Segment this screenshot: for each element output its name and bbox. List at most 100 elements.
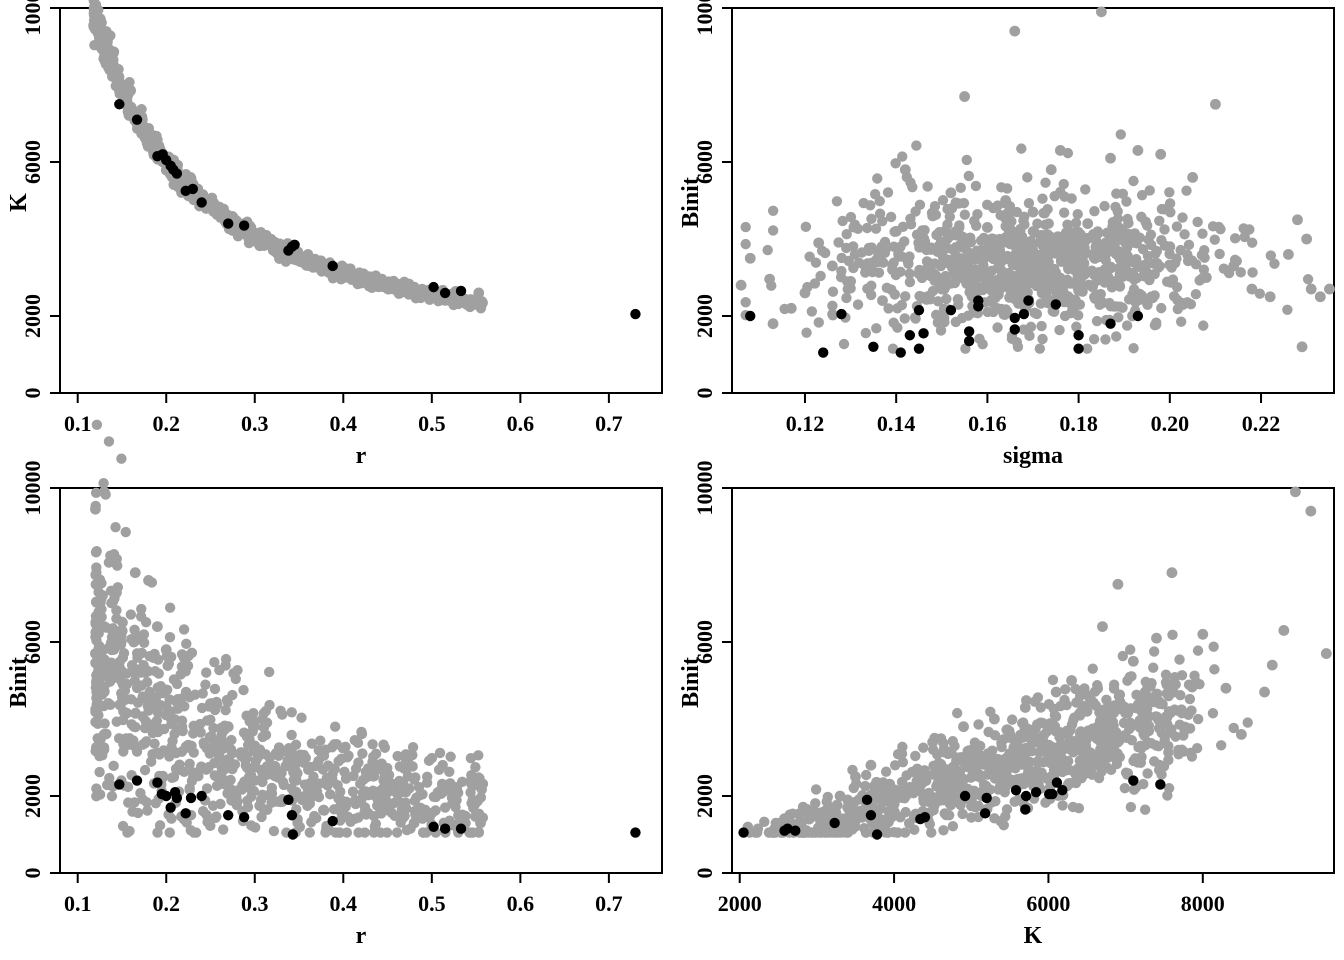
sample-point xyxy=(1093,772,1105,784)
sample-point xyxy=(858,823,870,834)
sample-point xyxy=(1058,292,1069,304)
sample-point xyxy=(1181,185,1192,196)
sample-point xyxy=(836,827,847,838)
sample-point xyxy=(921,775,932,786)
sample-point xyxy=(111,605,122,616)
sample-point xyxy=(125,609,137,620)
sample-point xyxy=(1105,717,1116,728)
sample-point xyxy=(895,812,906,823)
sample-point xyxy=(1142,768,1153,779)
sample-point xyxy=(865,759,877,771)
sample-point xyxy=(889,760,901,771)
sample-point xyxy=(980,233,991,245)
selected-point xyxy=(439,823,451,834)
sample-point xyxy=(116,89,128,101)
sample-point xyxy=(291,775,302,786)
y-tick-label: 6000 xyxy=(692,620,717,664)
sample-point xyxy=(132,807,144,819)
sample-cloud xyxy=(742,629,1253,838)
sample-point xyxy=(155,680,166,692)
sample-point xyxy=(952,294,964,305)
sample-point xyxy=(329,721,341,732)
sample-point xyxy=(989,730,1001,741)
sample-point xyxy=(186,647,198,659)
sample-point xyxy=(1089,686,1101,697)
selected-point xyxy=(131,114,143,125)
sample-point xyxy=(316,748,328,760)
sample-point xyxy=(102,36,113,47)
sample-point xyxy=(1096,762,1108,774)
sample-point xyxy=(1097,621,1108,632)
selected-point xyxy=(131,775,143,786)
sample-point xyxy=(1155,148,1167,160)
sample-point xyxy=(877,295,888,306)
sample-point xyxy=(116,676,127,687)
sample-point xyxy=(1123,294,1135,305)
y-tick-label: 0 xyxy=(20,388,45,399)
sample-point xyxy=(1182,255,1194,267)
sample-point xyxy=(1105,152,1116,164)
x-tick-label: 0.5 xyxy=(418,891,446,916)
selected-point xyxy=(114,99,125,110)
sample-point xyxy=(1036,320,1047,332)
sample-point xyxy=(98,729,110,740)
sample-point xyxy=(917,788,928,799)
sample-point xyxy=(92,27,104,39)
sample-point xyxy=(213,750,225,762)
sample-point xyxy=(215,798,226,810)
sample-point xyxy=(110,521,121,533)
sample-point xyxy=(286,729,297,741)
x-tick-label: 0.1 xyxy=(64,891,92,916)
sample-point xyxy=(1175,316,1187,327)
sample-point xyxy=(1067,765,1078,777)
sample-point xyxy=(949,277,961,289)
sample-point xyxy=(800,221,812,233)
sample-point xyxy=(1079,683,1090,694)
x-tick-label: 0.6 xyxy=(507,891,535,916)
sample-point xyxy=(1027,248,1039,260)
y-tick-label: 6000 xyxy=(20,620,45,664)
sample-point xyxy=(246,784,258,796)
selected-point xyxy=(913,305,925,316)
selected-point xyxy=(1051,777,1063,788)
sample-point xyxy=(201,809,212,820)
sample-point xyxy=(1101,694,1112,705)
sample-point xyxy=(1054,324,1065,336)
selected-point xyxy=(1132,310,1144,322)
sample-point xyxy=(1127,655,1139,667)
sample-point xyxy=(1025,235,1037,247)
selected-point xyxy=(836,308,847,320)
sample-point xyxy=(1011,206,1023,218)
selected-point xyxy=(919,811,931,823)
sample-point xyxy=(1009,293,1021,305)
sample-point xyxy=(1120,237,1131,248)
sample-point xyxy=(136,647,147,659)
sample-point xyxy=(398,763,410,774)
sample-point xyxy=(953,242,964,253)
sample-point xyxy=(1063,263,1074,275)
sample-point xyxy=(963,310,974,321)
selected-points xyxy=(114,99,641,320)
sample-point xyxy=(1047,674,1059,686)
sample-point xyxy=(927,210,939,222)
sample-point xyxy=(926,827,937,838)
sample-point xyxy=(1160,711,1172,722)
sample-point xyxy=(260,705,272,717)
sample-point xyxy=(1071,321,1082,332)
sample-point xyxy=(981,222,993,233)
sample-point xyxy=(1047,722,1058,733)
sample-point xyxy=(350,763,362,774)
sample-point xyxy=(90,503,101,515)
sample-point xyxy=(764,273,776,285)
sample-point xyxy=(1054,245,1066,257)
sample-point xyxy=(1132,145,1144,156)
sample-point xyxy=(1045,164,1057,176)
sample-point xyxy=(470,761,481,773)
sample-point xyxy=(973,719,984,730)
sample-cloud xyxy=(740,129,1314,354)
sample-point xyxy=(232,665,243,676)
sample-cloud xyxy=(90,419,489,838)
sample-point xyxy=(942,748,954,760)
sample-point xyxy=(799,287,811,299)
sample-point xyxy=(972,209,983,220)
